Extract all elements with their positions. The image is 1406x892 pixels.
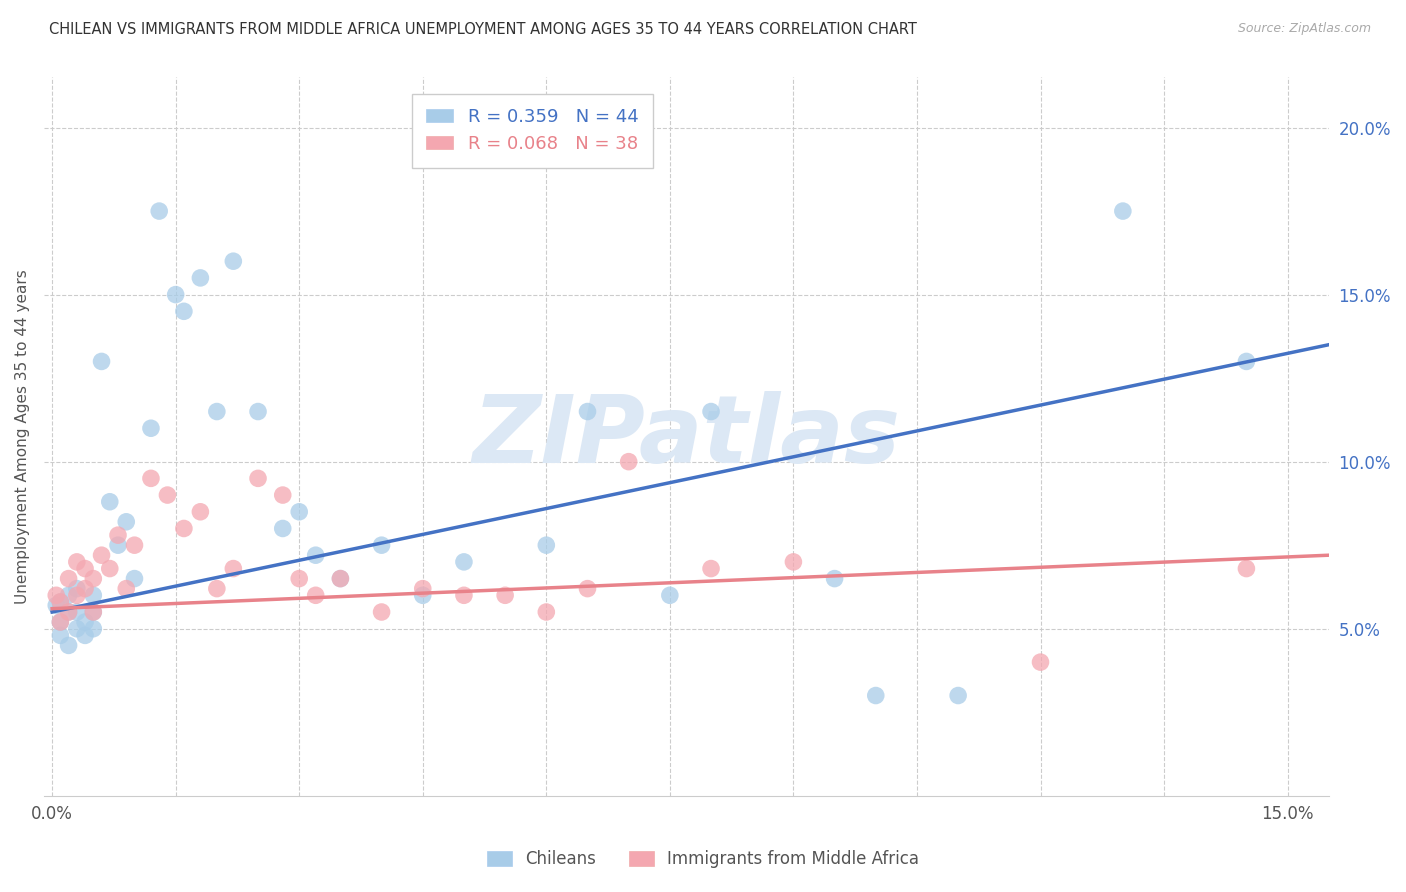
Point (370, 605, 392, 619)
Point (865, 689, 887, 703)
Point (700, 404, 723, 418)
Point (271, 488, 294, 502)
Point (247, 404, 270, 418)
Point (90, 548, 112, 562)
Legend: R = 0.359   N = 44, R = 0.068   N = 38: R = 0.359 N = 44, R = 0.068 N = 38 (412, 94, 652, 168)
Point (98, 561, 121, 575)
Point (124, 538, 146, 552)
Point (49, 615, 72, 629)
Point (205, 404, 228, 418)
Point (205, 582, 228, 596)
Point (1234, 354, 1257, 368)
Point (494, 588, 516, 602)
Point (75, 582, 97, 596)
Point (271, 521, 294, 535)
Point (536, 538, 558, 552)
Point (66, 582, 89, 596)
Point (107, 528, 129, 542)
Point (107, 538, 129, 552)
Point (190, 271, 212, 285)
Point (49, 595, 72, 609)
Point (124, 572, 146, 586)
Point (90, 354, 112, 368)
Point (222, 254, 245, 268)
Point (658, 588, 681, 602)
Point (1029, 655, 1052, 669)
Point (222, 561, 245, 575)
Point (75, 628, 97, 642)
Point (82, 622, 104, 636)
Y-axis label: Unemployment Among Ages 35 to 44 years: Unemployment Among Ages 35 to 44 years (15, 269, 30, 604)
Point (66, 622, 89, 636)
Point (1112, 204, 1135, 219)
Point (82, 605, 104, 619)
Text: CHILEAN VS IMMIGRANTS FROM MIDDLE AFRICA UNEMPLOYMENT AMONG AGES 35 TO 44 YEARS : CHILEAN VS IMMIGRANTS FROM MIDDLE AFRICA… (49, 22, 917, 37)
Point (412, 582, 434, 596)
Point (370, 538, 392, 552)
Point (329, 572, 352, 586)
Point (946, 689, 969, 703)
Text: ZIPatlas: ZIPatlas (472, 391, 900, 483)
Point (49, 628, 72, 642)
Point (156, 488, 179, 502)
Point (173, 521, 195, 535)
Point (576, 404, 599, 418)
Point (58, 588, 80, 602)
Point (58, 572, 80, 586)
Point (617, 455, 640, 469)
Point (247, 471, 270, 485)
Point (139, 471, 162, 485)
Point (49, 615, 72, 629)
Point (58, 639, 80, 653)
Point (453, 588, 475, 602)
Point (782, 555, 804, 569)
Text: Source: ZipAtlas.com: Source: ZipAtlas.com (1237, 22, 1371, 36)
Point (66, 555, 89, 569)
Point (288, 505, 311, 519)
Point (58, 605, 80, 619)
Point (305, 588, 328, 602)
Point (75, 615, 97, 629)
Point (66, 588, 89, 602)
Point (45, 588, 67, 602)
Point (305, 548, 328, 562)
Point (824, 572, 846, 586)
Point (1234, 561, 1257, 575)
Point (82, 588, 104, 602)
Point (576, 582, 599, 596)
Point (536, 605, 558, 619)
Point (82, 572, 104, 586)
Point (165, 287, 187, 301)
Point (82, 605, 104, 619)
Point (49, 595, 72, 609)
Point (173, 304, 195, 318)
Point (148, 204, 170, 219)
Point (700, 561, 723, 575)
Point (329, 572, 352, 586)
Point (288, 572, 311, 586)
Point (190, 505, 212, 519)
Point (75, 561, 97, 575)
Point (98, 494, 121, 508)
Point (58, 605, 80, 619)
Point (412, 588, 434, 602)
Point (115, 582, 138, 596)
Legend: Chileans, Immigrants from Middle Africa: Chileans, Immigrants from Middle Africa (479, 844, 927, 875)
Point (66, 605, 89, 619)
Point (453, 555, 475, 569)
Point (45, 599, 67, 613)
Point (139, 421, 162, 435)
Point (115, 515, 138, 529)
